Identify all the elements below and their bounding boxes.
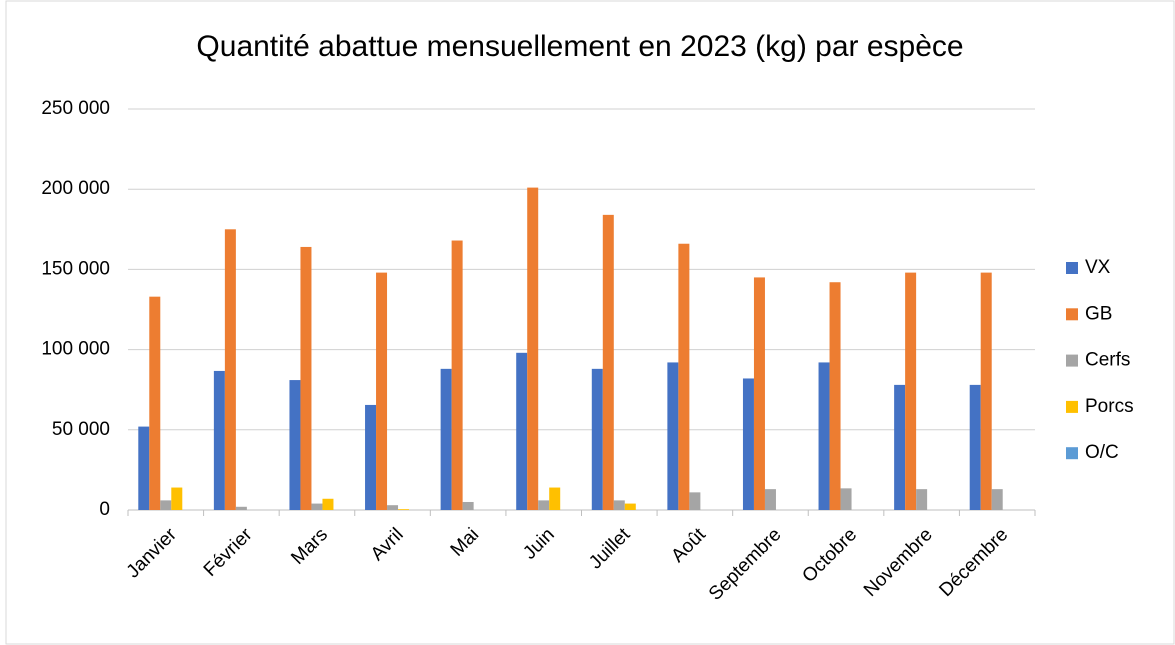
bar — [667, 362, 679, 510]
bar — [678, 243, 690, 510]
bar — [322, 498, 334, 510]
bar — [591, 368, 603, 510]
bar — [894, 384, 906, 510]
bar — [613, 500, 625, 510]
legend-swatch — [1066, 354, 1078, 367]
y-tick-label: 150 000 — [41, 258, 110, 279]
y-tick-label: 100 000 — [41, 339, 110, 360]
bar — [376, 272, 388, 510]
bar — [764, 489, 776, 510]
bar — [624, 503, 636, 510]
legend-label: Cerfs — [1085, 350, 1130, 371]
bar — [311, 503, 323, 510]
bar — [905, 272, 917, 510]
legend-swatch — [1066, 400, 1078, 413]
bar — [213, 370, 225, 510]
bar — [451, 240, 463, 510]
bar — [742, 378, 754, 510]
bar — [160, 500, 172, 510]
bar — [171, 487, 183, 510]
bar — [549, 487, 561, 510]
bar — [991, 489, 1003, 510]
y-tick-label: 250 000 — [41, 98, 110, 119]
legend-label: GB — [1085, 303, 1112, 324]
bar — [300, 246, 312, 510]
bar — [969, 384, 981, 510]
bar — [829, 282, 841, 510]
bar — [365, 404, 377, 510]
bar — [387, 505, 399, 510]
bar — [602, 214, 614, 510]
bar — [224, 229, 236, 511]
legend-label: VX — [1085, 257, 1111, 278]
y-tick-label: 200 000 — [41, 178, 110, 199]
bar — [980, 272, 992, 510]
bar — [538, 500, 550, 510]
bar — [289, 380, 301, 510]
bar — [398, 509, 410, 510]
legend-swatch — [1066, 308, 1078, 321]
legend-label: O/C — [1085, 442, 1119, 463]
bar — [818, 362, 830, 510]
legend-swatch — [1066, 447, 1078, 460]
chart-title: Quantité abattue mensuellement en 2023 (… — [196, 30, 963, 63]
bar — [840, 488, 852, 510]
bar — [689, 492, 701, 510]
y-tick-label: 0 — [99, 499, 110, 520]
y-tick-label: 50 000 — [52, 419, 110, 440]
bar — [149, 296, 161, 510]
bar — [138, 426, 150, 510]
bar — [440, 368, 452, 510]
bar — [916, 489, 928, 510]
chart-frame — [5, 0, 1175, 645]
bar — [527, 187, 539, 510]
bar — [235, 506, 247, 510]
bar — [516, 352, 528, 510]
legend-label: Porcs — [1085, 396, 1134, 417]
bar — [462, 501, 474, 510]
bar — [753, 277, 765, 510]
legend-swatch — [1066, 262, 1078, 274]
